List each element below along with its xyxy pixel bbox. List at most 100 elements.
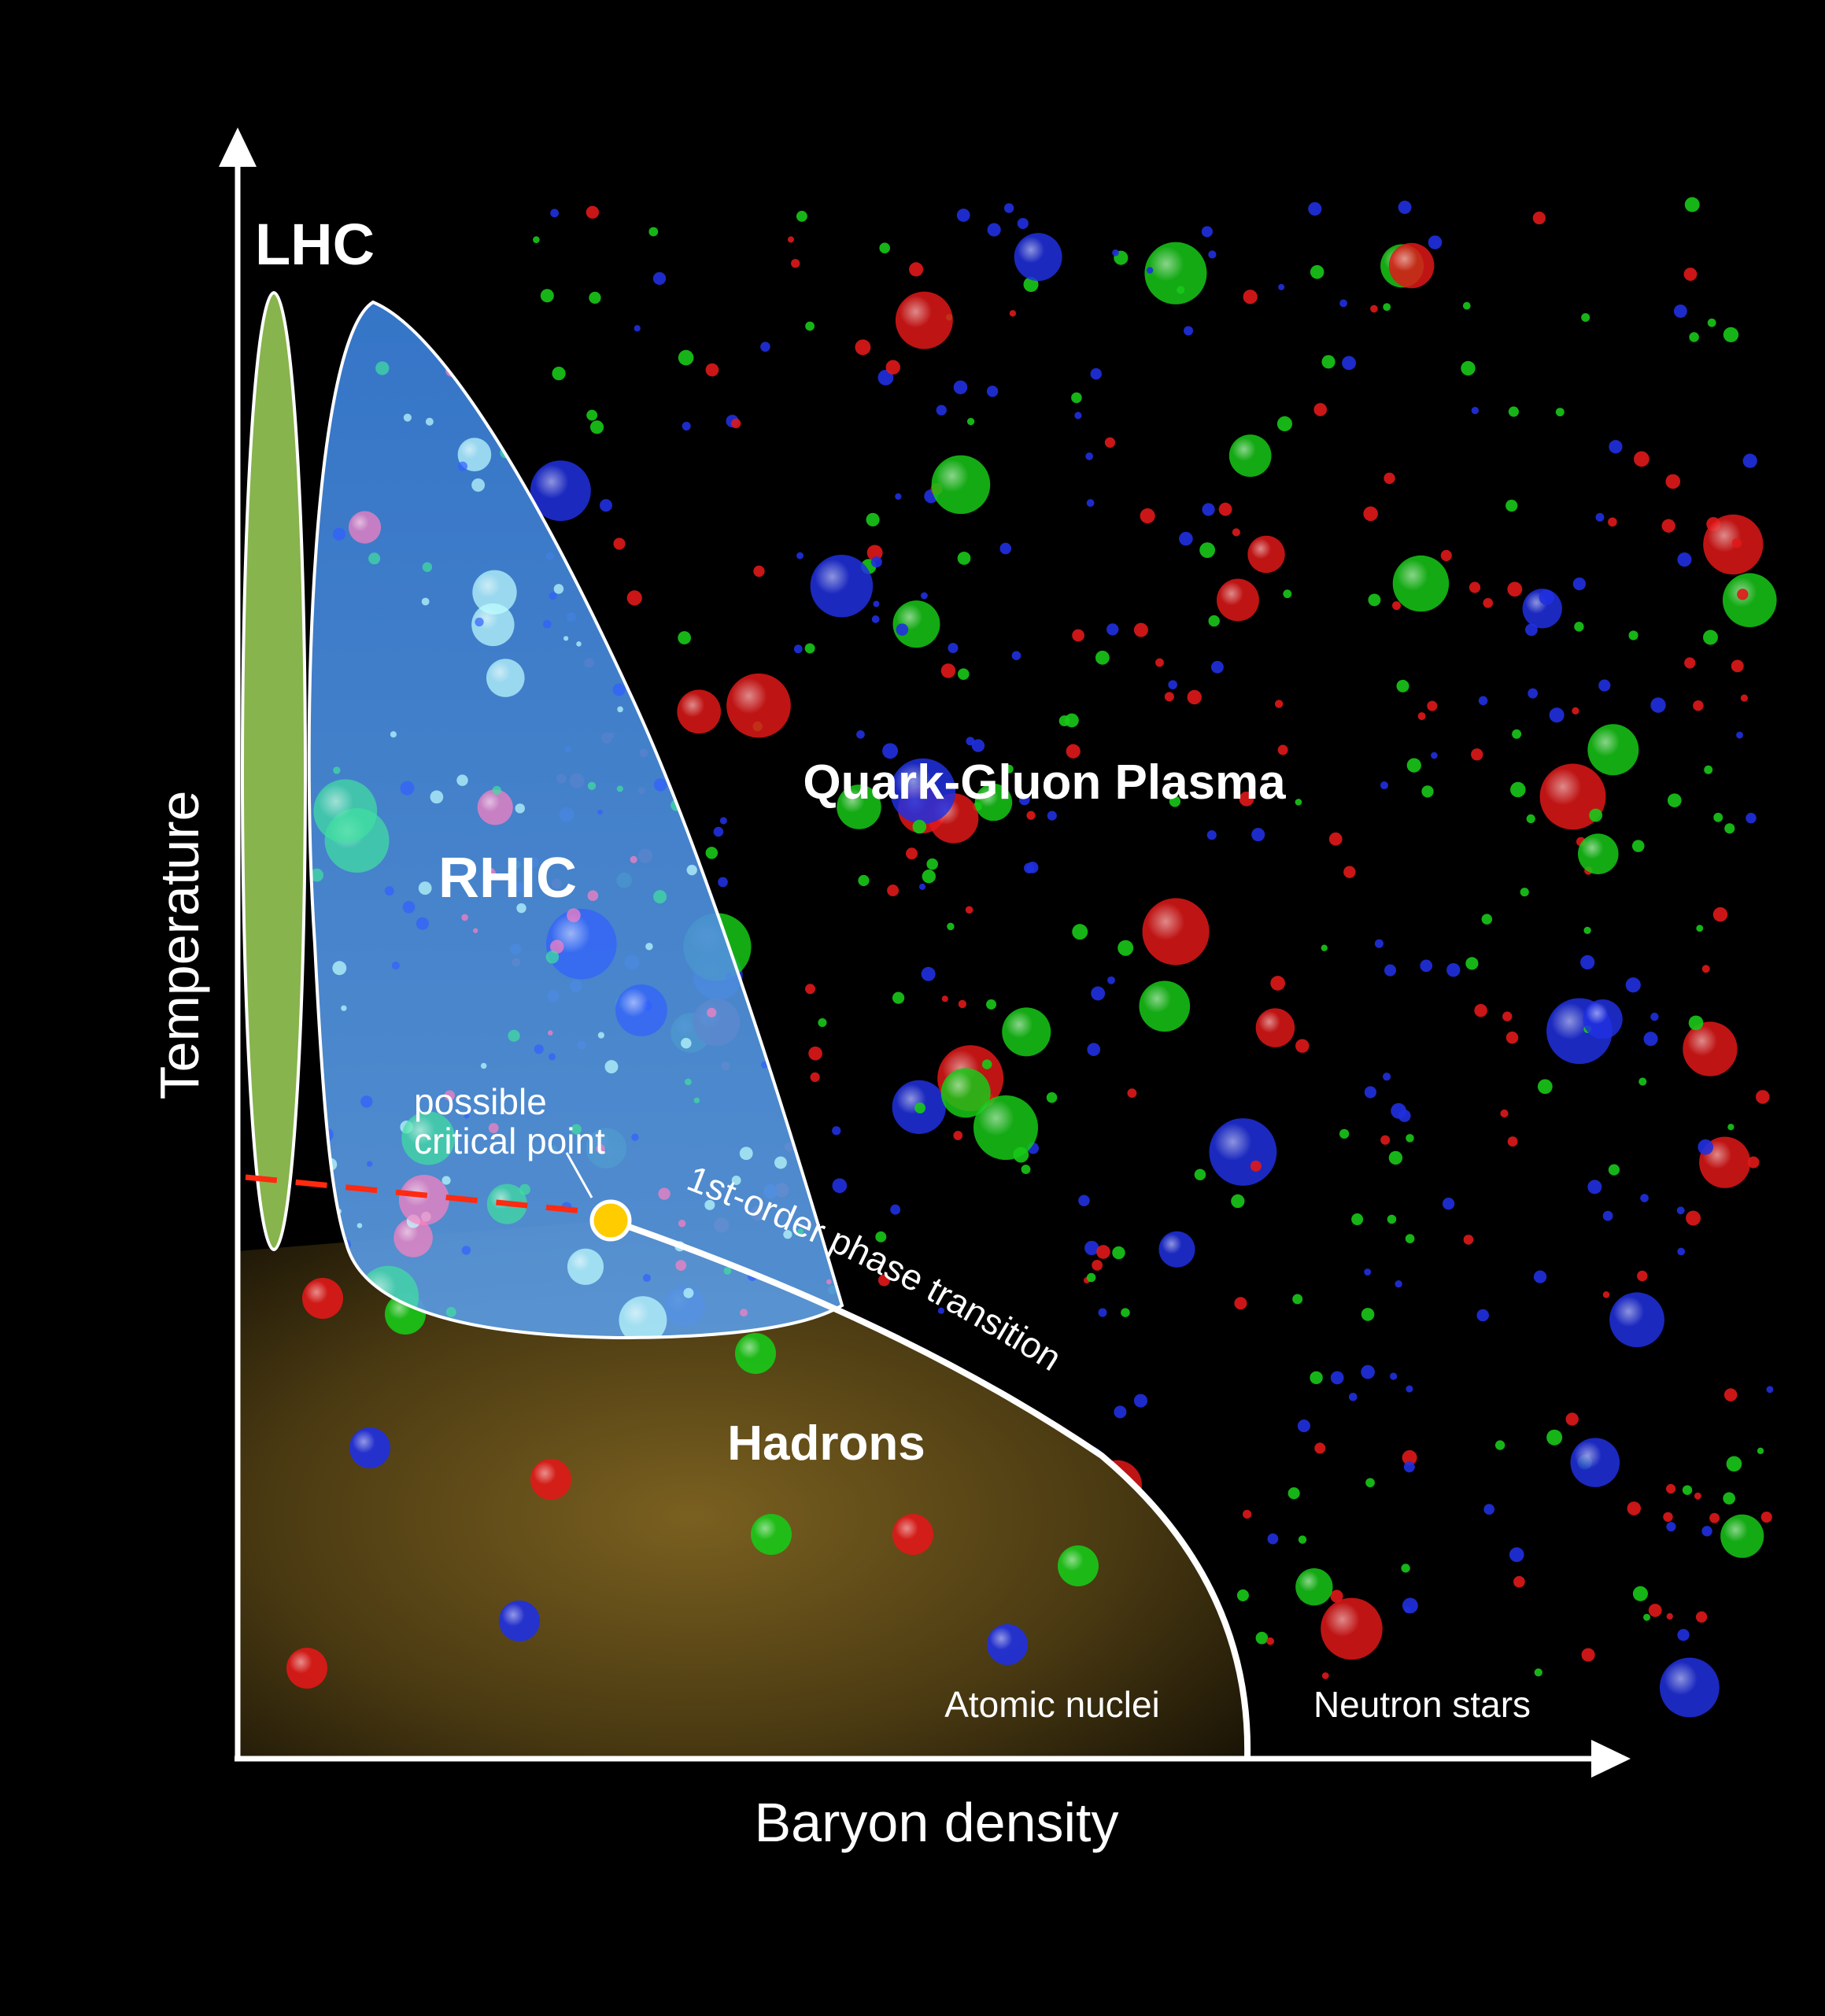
particle bbox=[986, 999, 996, 1010]
particle-highlight bbox=[974, 783, 1013, 822]
particle bbox=[723, 1267, 732, 1275]
particle bbox=[1321, 1672, 1329, 1679]
rhic-label: RHIC bbox=[438, 847, 577, 910]
particle-highlight bbox=[545, 908, 617, 980]
particle bbox=[1118, 940, 1134, 956]
particle bbox=[892, 991, 905, 1004]
particle-highlight bbox=[1392, 555, 1450, 612]
particle bbox=[1243, 1509, 1252, 1519]
particle bbox=[1295, 799, 1302, 806]
particle bbox=[870, 556, 882, 568]
particle bbox=[1421, 785, 1434, 798]
particle bbox=[1420, 959, 1433, 973]
particle bbox=[1723, 1492, 1735, 1505]
particle bbox=[1650, 1012, 1659, 1021]
particle bbox=[563, 636, 569, 641]
particle bbox=[1756, 1090, 1770, 1104]
particle bbox=[542, 619, 552, 629]
particle bbox=[471, 478, 486, 492]
particle bbox=[1500, 1109, 1509, 1118]
particle bbox=[1574, 622, 1584, 632]
particle bbox=[1342, 356, 1356, 371]
particle bbox=[473, 928, 478, 933]
particle bbox=[1403, 1461, 1415, 1473]
particle bbox=[1580, 954, 1595, 970]
rhic-region bbox=[308, 302, 842, 1338]
particle bbox=[882, 743, 899, 759]
particle bbox=[360, 1095, 373, 1108]
particle bbox=[576, 641, 582, 647]
phase-transition-line bbox=[609, 1217, 1251, 1759]
particle bbox=[922, 870, 936, 884]
particle bbox=[1232, 528, 1240, 537]
particle bbox=[1384, 472, 1395, 484]
particle bbox=[613, 537, 626, 550]
particle bbox=[739, 1146, 753, 1161]
particle bbox=[1278, 283, 1285, 290]
particle bbox=[1581, 1648, 1595, 1662]
particle bbox=[1673, 305, 1687, 318]
particle bbox=[1709, 1512, 1720, 1523]
particle bbox=[966, 418, 975, 426]
particle bbox=[832, 1178, 848, 1194]
particle bbox=[1380, 1135, 1391, 1145]
particle bbox=[508, 1029, 520, 1042]
particle bbox=[1202, 503, 1215, 516]
particle bbox=[1133, 1394, 1148, 1408]
particle bbox=[332, 527, 346, 541]
particle-highlight bbox=[1142, 898, 1210, 966]
particle bbox=[1483, 597, 1494, 608]
particle bbox=[1512, 729, 1522, 739]
particle bbox=[1724, 823, 1735, 834]
particle bbox=[552, 366, 566, 381]
particle bbox=[1339, 299, 1347, 308]
particle-highlight bbox=[931, 455, 991, 515]
particle bbox=[1528, 688, 1539, 699]
particle bbox=[652, 271, 667, 286]
particle-highlight bbox=[619, 1296, 667, 1338]
particle bbox=[416, 917, 429, 930]
critical-point-label-line1: possible bbox=[414, 1081, 547, 1122]
particle bbox=[1471, 407, 1480, 415]
particle bbox=[958, 999, 967, 1009]
particle bbox=[1688, 1015, 1704, 1031]
particle bbox=[617, 706, 623, 713]
particle bbox=[1017, 217, 1029, 230]
particle bbox=[1677, 1247, 1686, 1256]
particle bbox=[1071, 392, 1082, 404]
particle bbox=[918, 883, 926, 890]
particle bbox=[1361, 1364, 1375, 1379]
particle bbox=[804, 643, 815, 654]
particle bbox=[1292, 1294, 1303, 1305]
particle bbox=[760, 342, 770, 352]
particle bbox=[1092, 1260, 1103, 1271]
particle bbox=[1598, 679, 1611, 692]
particle-highlight bbox=[726, 673, 791, 738]
particle bbox=[895, 493, 902, 500]
particle bbox=[421, 597, 430, 606]
particle bbox=[791, 259, 800, 268]
particle bbox=[953, 380, 968, 395]
particle bbox=[1406, 1385, 1413, 1393]
particle bbox=[1321, 355, 1336, 369]
particle bbox=[937, 1307, 945, 1314]
particle bbox=[1555, 408, 1565, 417]
particle bbox=[1746, 812, 1757, 824]
particle-highlight bbox=[890, 758, 956, 824]
particle bbox=[357, 1223, 363, 1228]
particle bbox=[866, 545, 883, 561]
particle bbox=[1417, 712, 1426, 721]
particle bbox=[634, 325, 641, 332]
particle bbox=[1508, 406, 1519, 417]
particle bbox=[1546, 1429, 1563, 1446]
particle bbox=[871, 615, 880, 623]
particle-highlight bbox=[677, 689, 722, 734]
particle bbox=[548, 1053, 556, 1061]
particle bbox=[1396, 679, 1409, 692]
particle bbox=[1476, 1309, 1490, 1322]
particle bbox=[1737, 589, 1749, 600]
particle-highlight bbox=[1247, 535, 1285, 574]
particle bbox=[909, 262, 924, 277]
particle bbox=[1525, 623, 1538, 637]
particle bbox=[589, 291, 601, 305]
